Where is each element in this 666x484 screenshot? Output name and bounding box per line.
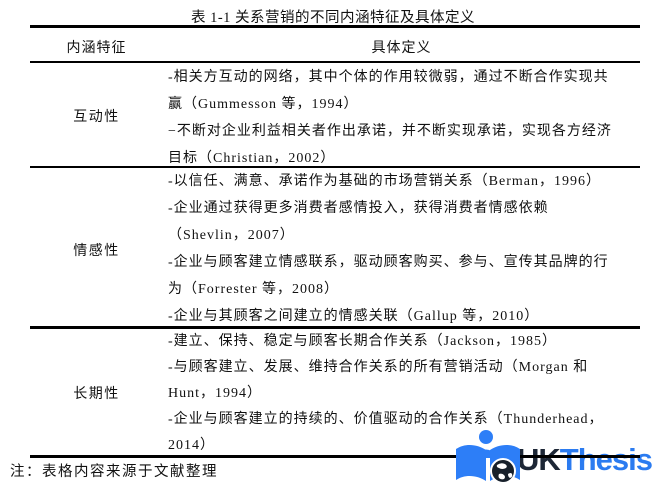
table-bottom-border	[30, 455, 640, 458]
definition-line: -以信任、满意、承诺作为基础的市场营销关系（Berman，1996）	[168, 174, 601, 189]
row2-separator-line	[30, 326, 640, 329]
definition-line: -建立、保持、稳定与顾客长期合作关系（Jackson，1985）	[168, 334, 557, 349]
definition-line: −不断对企业利益相关者作出承诺，并不断实现承诺，实现各方经济	[168, 124, 612, 139]
row1-separator-line	[30, 166, 640, 168]
definition-line: （Shevlin，2007）	[168, 228, 295, 243]
definition-line: Hunt，1994）	[168, 386, 262, 401]
definition-line: 为（Forrester 等，2008）	[168, 282, 340, 297]
header-separator-line	[30, 61, 640, 63]
row-feature-longterm: 长期性	[73, 387, 120, 402]
logo-text-uk: UK	[517, 442, 561, 477]
definition-line: -企业与顾客建立情感联系，驱动顾客购买、参与、宣传其品牌的行	[168, 255, 609, 270]
open-book-person-globe-icon	[456, 430, 520, 484]
table-title: 表 1-1 关系营销的不同内涵特征及具体定义	[190, 10, 476, 26]
definition-line: -企业与顾客建立的持续的、价值驱动的合作关系（Thunderhead，	[168, 412, 604, 427]
logo-wordmark: UKThesis	[517, 442, 653, 477]
column-header-definition: 具体定义	[371, 41, 432, 56]
definition-cell-emotionality: -以信任、满意、承诺作为基础的市场营销关系（Berman，1996） -企业通过…	[168, 168, 640, 330]
definition-cell-longterm: -建立、保持、稳定与顾客长期合作关系（Jackson，1985） -与顾客建立、…	[168, 329, 640, 459]
definition-line: -企业与其顾客之间建立的情感关联（Gallup 等，2010）	[168, 309, 540, 324]
definition-cell-interactivity: -相关方互动的网络，其中个体的作用较微弱，通过不断合作实现共 赢（Gummess…	[168, 64, 640, 172]
definition-line: 目标（Christian，2002）	[168, 151, 336, 166]
definition-line: 赢（Gummesson 等，1994）	[168, 97, 359, 112]
definition-line: -与顾客建立、发展、维持合作关系的所有营销活动（Morgan 和	[168, 360, 589, 375]
row-feature-emotionality: 情感性	[73, 244, 120, 259]
definition-line: 2014）	[168, 438, 215, 453]
definition-line: -企业通过获得更多消费者感情投入，获得消费者情感依赖	[168, 201, 549, 216]
definition-line: -相关方互动的网络，其中个体的作用较微弱，通过不断合作实现共	[168, 70, 609, 85]
row-feature-interactivity: 互动性	[73, 110, 120, 125]
table-top-border	[30, 25, 640, 28]
logo-text-thesis: Thesis	[559, 442, 653, 477]
column-header-feature: 内涵特征	[66, 41, 127, 56]
table-source-note: 注：表格内容来源于文献整理	[10, 464, 218, 480]
